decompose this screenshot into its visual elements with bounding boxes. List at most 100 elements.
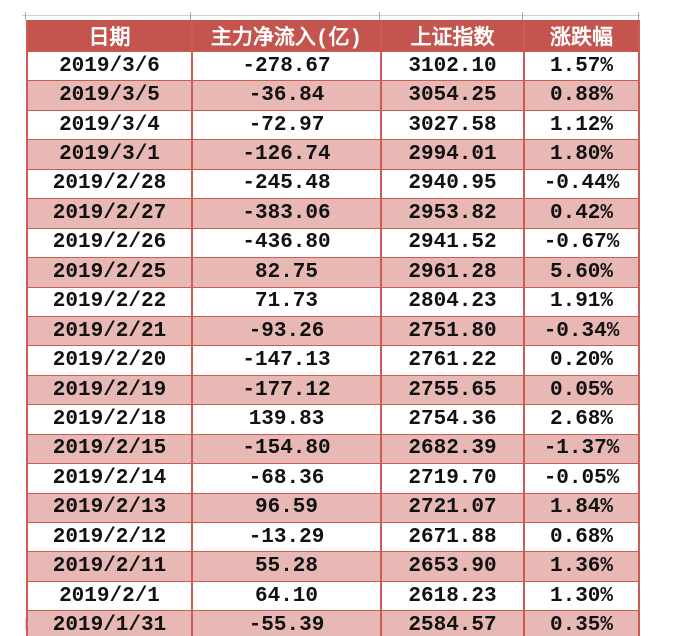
spreadsheet-gridline-stub bbox=[638, 12, 639, 20]
table-cell: 2994.01 bbox=[380, 139, 525, 170]
table-cell: 2682.39 bbox=[380, 433, 525, 465]
table-cell: 2755.65 bbox=[380, 374, 525, 406]
table-cell: 2019/3/5 bbox=[26, 80, 193, 111]
column-header: 上证指数 bbox=[380, 20, 525, 52]
table-row: 2019/3/4 -72.97 3027.58 1.12% bbox=[26, 109, 640, 141]
table-cell: 2671.88 bbox=[380, 521, 525, 553]
table-cell: 55.28 bbox=[191, 551, 382, 582]
table-cell: -126.74 bbox=[191, 139, 382, 170]
table-row: 2019/3/6 -278.67 3102.10 1.57% bbox=[26, 50, 640, 82]
table-cell: 2019/2/14 bbox=[26, 463, 193, 494]
table-row: 2019/2/11 55.28 2653.90 1.36% bbox=[26, 551, 640, 582]
table-cell: -1.37% bbox=[523, 433, 640, 465]
table-cell: 71.73 bbox=[191, 286, 382, 317]
table-cell: 2019/2/13 bbox=[26, 492, 193, 524]
table-cell: 2019/2/18 bbox=[26, 404, 193, 435]
table-cell: 3102.10 bbox=[380, 50, 525, 82]
column-header: 涨跌幅 bbox=[523, 20, 640, 52]
table-cell: 2019/2/12 bbox=[26, 521, 193, 553]
stock-flow-table: 日期 主力净流入(亿) 上证指数 涨跌幅 2019/3/6 -278.67 3102.10… bbox=[26, 20, 640, 636]
table-cell: 96.59 bbox=[191, 492, 382, 524]
table-cell: 64.10 bbox=[191, 580, 382, 612]
table-cell: 1.84% bbox=[523, 492, 640, 524]
table-cell: 2019/2/11 bbox=[26, 551, 193, 582]
table-cell: 2618.23 bbox=[380, 580, 525, 612]
table-cell: 2804.23 bbox=[380, 286, 525, 317]
table-cell: -0.34% bbox=[523, 315, 640, 347]
table-cell: 2940.95 bbox=[380, 168, 525, 200]
table-row: 2019/1/31 -55.39 2584.57 0.35% bbox=[26, 610, 640, 636]
table-cell: 0.20% bbox=[523, 345, 640, 376]
table-row: 2019/2/22 71.73 2804.23 1.91% bbox=[26, 286, 640, 317]
table-cell: -147.13 bbox=[191, 345, 382, 376]
table-cell: -13.29 bbox=[191, 521, 382, 553]
table-cell: 1.36% bbox=[523, 551, 640, 582]
table-cell: 5.60% bbox=[523, 257, 640, 288]
table-cell: 2019/3/1 bbox=[26, 139, 193, 170]
table-cell: 2584.57 bbox=[380, 610, 525, 636]
table-cell: 2019/2/25 bbox=[26, 257, 193, 288]
table-cell: 2754.36 bbox=[380, 404, 525, 435]
table-cell: -0.44% bbox=[523, 168, 640, 200]
table-cell: 2019/2/19 bbox=[26, 374, 193, 406]
table-cell: -278.67 bbox=[191, 50, 382, 82]
table-cell: 2019/3/6 bbox=[26, 50, 193, 82]
table-cell: -72.97 bbox=[191, 109, 382, 141]
table-cell: 0.35% bbox=[523, 610, 640, 636]
column-header: 日期 bbox=[26, 20, 193, 52]
table-row: 2019/2/20 -147.13 2761.22 0.20% bbox=[26, 345, 640, 376]
table-row: 2019/2/1 64.10 2618.23 1.30% bbox=[26, 580, 640, 612]
table-row: 2019/2/21 -93.26 2751.80 -0.34% bbox=[26, 315, 640, 347]
table-row: 2019/2/19 -177.12 2755.65 0.05% bbox=[26, 374, 640, 406]
table-cell: 1.12% bbox=[523, 109, 640, 141]
table-cell: -36.84 bbox=[191, 80, 382, 111]
spreadsheet-gridline-stub bbox=[190, 12, 191, 20]
table-cell: 2019/2/26 bbox=[26, 227, 193, 259]
column-header: 主力净流入(亿) bbox=[191, 20, 382, 52]
table-cell: 2721.07 bbox=[380, 492, 525, 524]
table-row: 2019/2/18 139.83 2754.36 2.68% bbox=[26, 404, 640, 435]
table-row: 2019/2/27 -383.06 2953.82 0.42% bbox=[26, 198, 640, 229]
table-cell: 1.91% bbox=[523, 286, 640, 317]
table-cell: -245.48 bbox=[191, 168, 382, 200]
table-row: 2019/2/14 -68.36 2719.70 -0.05% bbox=[26, 463, 640, 494]
spreadsheet-gridline-stub bbox=[522, 12, 523, 20]
table-cell: 2019/2/1 bbox=[26, 580, 193, 612]
table-header-row: 日期 主力净流入(亿) 上证指数 涨跌幅 bbox=[26, 20, 640, 52]
table-cell: 2953.82 bbox=[380, 198, 525, 229]
table-cell: 2019/2/28 bbox=[26, 168, 193, 200]
table-cell: 139.83 bbox=[191, 404, 382, 435]
table-cell: 2019/1/31 bbox=[26, 610, 193, 636]
spreadsheet-gridline-horizontal bbox=[22, 15, 640, 16]
table-cell: 1.57% bbox=[523, 50, 640, 82]
table-row: 2019/2/28 -245.48 2940.95 -0.44% bbox=[26, 168, 640, 200]
table-cell: 3054.25 bbox=[380, 80, 525, 111]
table-row: 2019/2/15 -154.80 2682.39 -1.37% bbox=[26, 433, 640, 465]
table-cell: 0.68% bbox=[523, 521, 640, 553]
table-cell: 0.05% bbox=[523, 374, 640, 406]
table-cell: 2019/3/4 bbox=[26, 109, 193, 141]
table-row: 2019/2/12 -13.29 2671.88 0.68% bbox=[26, 521, 640, 553]
table-cell: 2751.80 bbox=[380, 315, 525, 347]
table-cell: 2.68% bbox=[523, 404, 640, 435]
table-cell: -383.06 bbox=[191, 198, 382, 229]
table-cell: 1.30% bbox=[523, 580, 640, 612]
table-cell: -93.26 bbox=[191, 315, 382, 347]
table-cell: 2961.28 bbox=[380, 257, 525, 288]
table-cell: -55.39 bbox=[191, 610, 382, 636]
table-cell: 2653.90 bbox=[380, 551, 525, 582]
table-cell: 2941.52 bbox=[380, 227, 525, 259]
spreadsheet-gridline-stub bbox=[379, 12, 380, 20]
table-row: 2019/2/26 -436.80 2941.52 -0.67% bbox=[26, 227, 640, 259]
table-cell: -177.12 bbox=[191, 374, 382, 406]
table-cell: -68.36 bbox=[191, 463, 382, 494]
table-cell: -154.80 bbox=[191, 433, 382, 465]
table-cell: 0.88% bbox=[523, 80, 640, 111]
table-cell: 2719.70 bbox=[380, 463, 525, 494]
table-cell: 2019/2/21 bbox=[26, 315, 193, 347]
table-cell: -0.05% bbox=[523, 463, 640, 494]
table-cell: -436.80 bbox=[191, 227, 382, 259]
table-body: 2019/3/6 -278.67 3102.10 1.57% 2019/3/5 -36.8… bbox=[26, 50, 640, 636]
table-cell: 2019/2/15 bbox=[26, 433, 193, 465]
table-row: 2019/2/13 96.59 2721.07 1.84% bbox=[26, 492, 640, 524]
